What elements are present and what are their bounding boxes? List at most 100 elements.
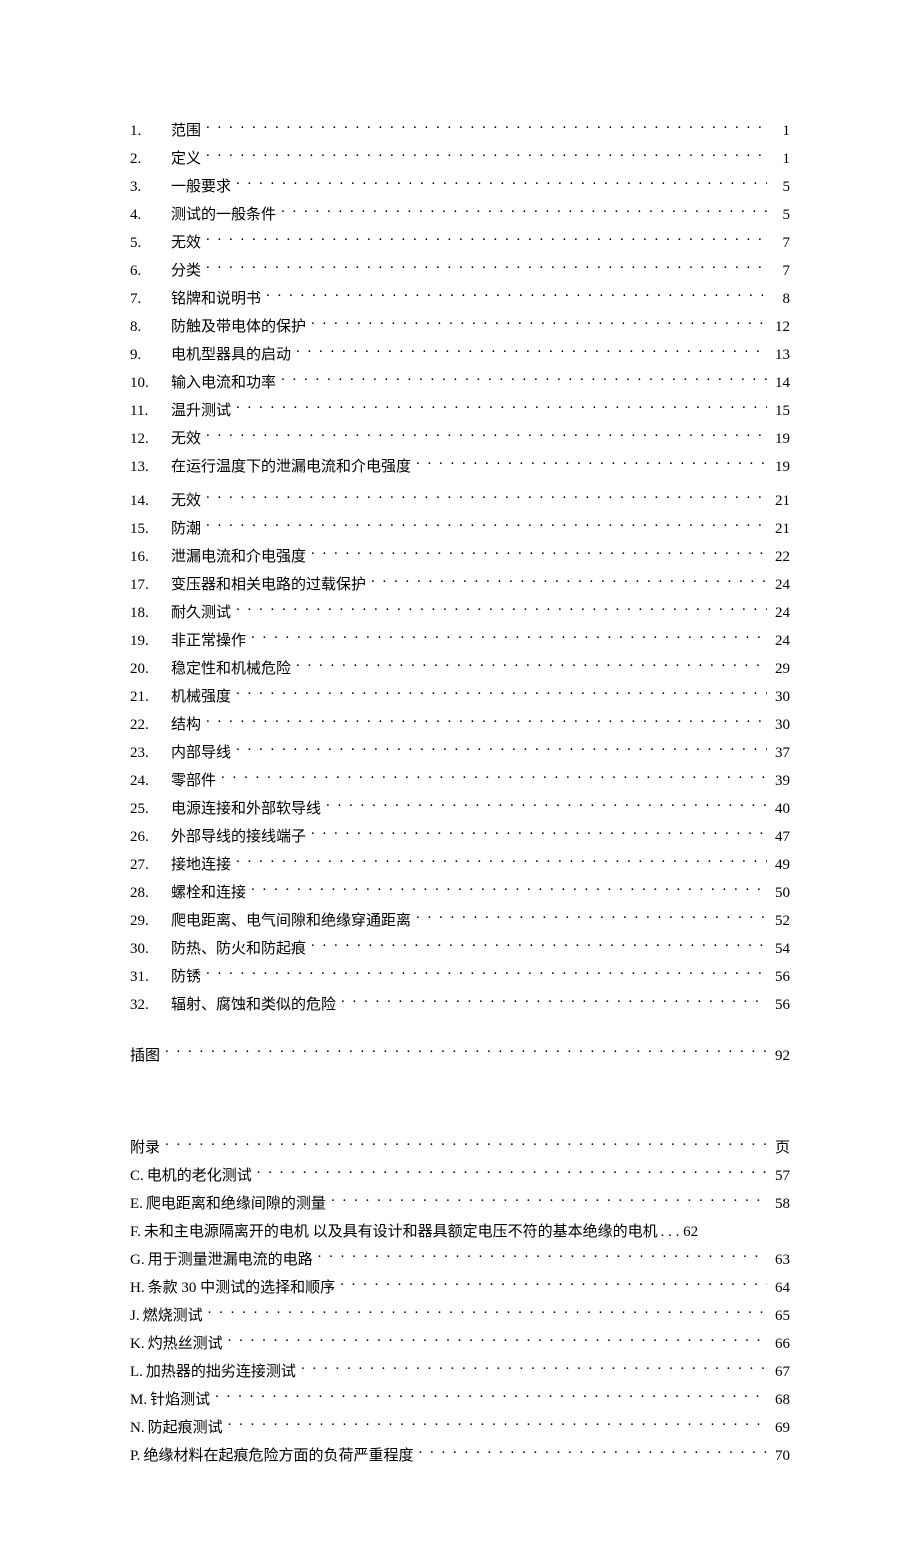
- toc-title: 辐射、腐蚀和类似的危险: [171, 994, 336, 1017]
- toc-page: 57: [772, 1165, 790, 1188]
- toc-leader-dots: [418, 1445, 767, 1460]
- toc-title: 非正常操作: [171, 630, 246, 653]
- toc-title: 结构: [171, 714, 201, 737]
- toc-row: 11.温升测试15: [130, 400, 790, 423]
- toc-page: 30: [772, 686, 790, 709]
- toc-prefix: F.: [130, 1221, 141, 1244]
- toc-leader-dots: [208, 1305, 767, 1320]
- toc-title: 条款 30 中测试的选择和顺序: [148, 1277, 336, 1300]
- toc-title: 灼热丝测试: [148, 1333, 223, 1356]
- toc-number: 5.: [130, 232, 171, 255]
- toc-row: 20.稳定性和机械危险29: [130, 658, 790, 681]
- toc-title: 分类: [171, 260, 201, 283]
- toc-title: 外部导线的接线端子: [171, 826, 306, 849]
- toc-number: 8.: [130, 316, 171, 339]
- toc-number: 9.: [130, 344, 171, 367]
- toc-number: 24.: [130, 770, 171, 793]
- toc-row: 14.无效21: [130, 490, 790, 513]
- toc-number: 16.: [130, 546, 171, 569]
- toc-page: 37: [772, 742, 790, 765]
- toc-leader-dots: [206, 232, 767, 247]
- toc-appendix-section: 附录页C. 电机的老化测试57E. 爬电距离和绝缘间隙的测量58F. 未和主电源…: [130, 1137, 790, 1468]
- toc-page: 52: [772, 910, 790, 933]
- toc-page: 64: [772, 1277, 790, 1300]
- toc-title: 附录: [130, 1137, 160, 1160]
- toc-page: 22: [772, 546, 790, 569]
- toc-leader-dots: [311, 546, 767, 561]
- toc-page: 15: [772, 400, 790, 423]
- toc-page: 24: [772, 602, 790, 625]
- toc-title: 防起痕测试: [148, 1417, 223, 1440]
- toc-title: 燃烧测试: [143, 1305, 203, 1328]
- toc-main-section: 1.范围12.定义13.一般要求54.测试的一般条件55.无效76.分类77.铭…: [130, 120, 790, 1017]
- toc-leader-dots: [371, 574, 767, 589]
- toc-title: 无效: [171, 232, 201, 255]
- toc-leader-dots: [326, 798, 767, 813]
- toc-leader-dots: [416, 910, 767, 925]
- toc-title: 防热、防火和防起痕: [171, 938, 306, 961]
- toc-suffix: . . . 62: [661, 1221, 699, 1244]
- toc-leader-dots: [228, 1417, 767, 1432]
- toc-page: 92: [772, 1045, 790, 1068]
- toc-prefix: H.: [130, 1277, 145, 1300]
- toc-leader-dots: [281, 372, 767, 387]
- toc-title: 范围: [171, 120, 201, 143]
- toc-page: 7: [772, 232, 790, 255]
- toc-title: 无效: [171, 428, 201, 451]
- toc-leader-dots: [251, 630, 767, 645]
- toc-prefix: K.: [130, 1333, 145, 1356]
- toc-page: 49: [772, 854, 790, 877]
- toc-title: 铭牌和说明书: [171, 288, 261, 311]
- toc-row: K. 灼热丝测试66: [130, 1333, 790, 1356]
- toc-number: 17.: [130, 574, 171, 597]
- toc-row: P.绝缘材料在起痕危险方面的负荷严重程度70: [130, 1445, 790, 1468]
- toc-leader-dots: [206, 428, 767, 443]
- toc-row: 21.机械强度30: [130, 686, 790, 709]
- toc-number: 32.: [130, 994, 171, 1017]
- toc-number: 23.: [130, 742, 171, 765]
- toc-leader-dots: [318, 1249, 767, 1264]
- toc-title: 测试的一般条件: [171, 204, 276, 227]
- toc-row: 9.电机型器具的启动13: [130, 344, 790, 367]
- toc-page: 24: [772, 574, 790, 597]
- toc-title: 电机的老化测试: [147, 1165, 252, 1188]
- section-gap: [130, 1095, 790, 1137]
- toc-row: M. 针焰测试68: [130, 1389, 790, 1412]
- toc-number: 22.: [130, 714, 171, 737]
- toc-row: 25.电源连接和外部软导线40: [130, 798, 790, 821]
- toc-title: 螺栓和连接: [171, 882, 246, 905]
- toc-title: 输入电流和功率: [171, 372, 276, 395]
- toc-number: 7.: [130, 288, 171, 311]
- toc-number: 15.: [130, 518, 171, 541]
- toc-row: 附录 页: [130, 1137, 790, 1160]
- toc-illustration-section: 插图92: [130, 1045, 790, 1068]
- toc-title: 加热器的拙劣连接测试: [146, 1361, 296, 1384]
- toc-title: 电源连接和外部软导线: [171, 798, 321, 821]
- toc-leader-dots: [416, 456, 767, 471]
- toc-number: 3.: [130, 176, 171, 199]
- toc-leader-dots: [281, 204, 767, 219]
- toc-leader-dots: [236, 176, 767, 191]
- toc-row: 15.防潮21: [130, 518, 790, 541]
- toc-row: 32.辐射、腐蚀和类似的危险56: [130, 994, 790, 1017]
- toc-title: 零部件: [171, 770, 216, 793]
- toc-row: 8.防触及带电体的保护12: [130, 316, 790, 339]
- toc-page: 50: [772, 882, 790, 905]
- toc-title: 变压器和相关电路的过载保护: [171, 574, 366, 597]
- toc-page: 页: [772, 1137, 790, 1160]
- toc-row: 2.定义1: [130, 148, 790, 171]
- toc-leader-dots: [341, 994, 767, 1009]
- toc-page: 5: [772, 176, 790, 199]
- toc-number: 27.: [130, 854, 171, 877]
- toc-title: 在运行温度下的泄漏电流和介电强度: [171, 456, 411, 479]
- toc-row: 6.分类7: [130, 260, 790, 283]
- toc-title: 一般要求: [171, 176, 231, 199]
- toc-leader-dots: [331, 1193, 767, 1208]
- toc-title: 爬电距离和绝缘间隙的测量: [146, 1193, 326, 1216]
- toc-title: 泄漏电流和介电强度: [171, 546, 306, 569]
- toc-row: 13.在运行温度下的泄漏电流和介电强度19: [130, 456, 790, 479]
- toc-row: 4.测试的一般条件5: [130, 204, 790, 227]
- toc-number: 1.: [130, 120, 171, 143]
- toc-number: 26.: [130, 826, 171, 849]
- toc-row: 1.范围1: [130, 120, 790, 143]
